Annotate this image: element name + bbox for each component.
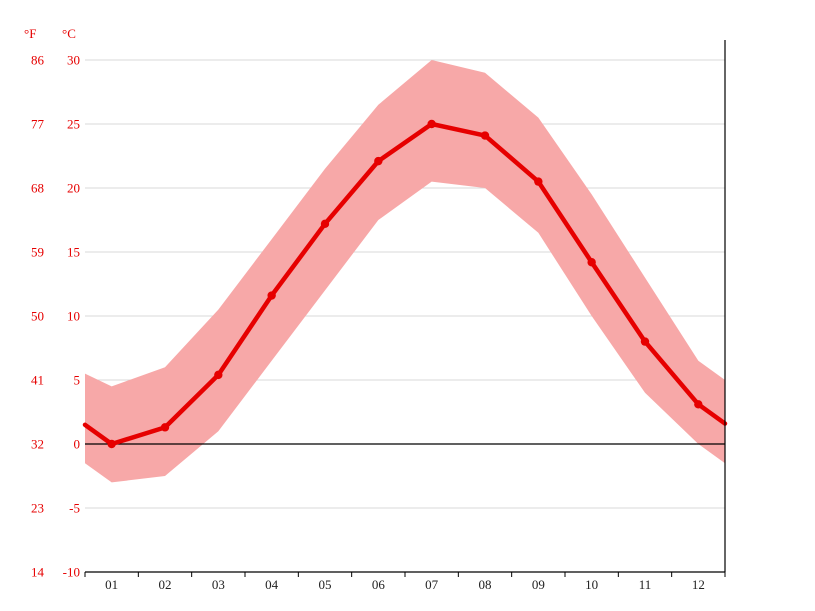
fahrenheit-tick-50: 50 [31, 309, 44, 324]
mean-point-month-11 [640, 337, 650, 346]
fahrenheit-tick-86: 86 [31, 53, 45, 68]
fahrenheit-tick-14: 14 [31, 565, 45, 580]
month-label-12: 12 [692, 577, 705, 592]
celsius-tick--5: -5 [69, 501, 80, 516]
mean-temperature-line [82, 121, 728, 447]
celsius-tick-10: 10 [67, 309, 80, 324]
celsius-tick-30: 30 [67, 53, 80, 68]
month-label-07: 07 [425, 577, 439, 592]
month-label-08: 08 [479, 577, 492, 592]
celsius-tick-20: 20 [67, 181, 80, 196]
month-label-06: 06 [372, 577, 386, 592]
mean-point-month-01 [107, 439, 116, 449]
month-label-01: 01 [105, 577, 118, 592]
month-label-11: 11 [639, 577, 652, 592]
celsius-unit-label: °C [62, 26, 76, 41]
mean-point-month-12 [694, 400, 703, 409]
mean-point-month-06 [374, 156, 383, 166]
celsius-tick-15: 15 [67, 245, 80, 260]
celsius-tick--10: -10 [63, 565, 80, 580]
month-label-02: 02 [159, 577, 172, 592]
fahrenheit-tick-59: 59 [31, 245, 44, 260]
fahrenheit-tick-23: 23 [31, 501, 44, 516]
fahrenheit-tick-32: 32 [31, 437, 44, 452]
month-label-05: 05 [319, 577, 332, 592]
mean-point-month-10 [587, 258, 596, 267]
celsius-tick-5: 5 [74, 373, 81, 388]
celsius-tick-25: 25 [67, 117, 80, 132]
mean-point-month-08 [480, 131, 490, 140]
axes [84, 40, 726, 577]
mean-point-month-05 [320, 219, 330, 229]
fahrenheit-tick-77: 77 [31, 117, 45, 132]
mean-line-group [82, 121, 728, 447]
mean-point-month-09 [534, 177, 543, 186]
month-label-04: 04 [265, 577, 279, 592]
month-label-10: 10 [585, 577, 598, 592]
fahrenheit-unit-label: °F [24, 26, 36, 41]
celsius-tick-0: 0 [74, 437, 81, 452]
mean-point-month-02 [160, 423, 170, 432]
data-points [107, 119, 703, 449]
month-label-03: 03 [212, 577, 225, 592]
mean-point-month-03 [214, 370, 223, 380]
axis-labels: °F °C 86 30 77 25 68 20 59 15 50 10 41 5 32 0 23 -5 14 -10 0… [24, 26, 705, 592]
min-max-temperature-band [85, 60, 725, 483]
mean-point-month-04 [267, 291, 276, 300]
fahrenheit-tick-68: 68 [31, 181, 44, 196]
temperature-band-group [85, 60, 725, 483]
mean-point-month-07 [427, 119, 436, 129]
month-label-09: 09 [532, 577, 545, 592]
fahrenheit-tick-41: 41 [31, 373, 44, 388]
